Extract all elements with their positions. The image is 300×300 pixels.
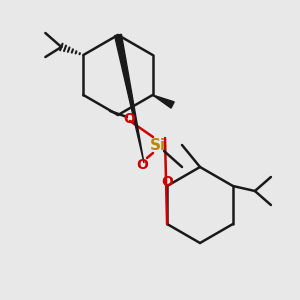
Text: O: O: [123, 112, 135, 126]
Text: Si: Si: [150, 137, 166, 152]
Text: O: O: [162, 176, 173, 190]
Polygon shape: [115, 34, 144, 163]
Text: O: O: [136, 158, 148, 172]
Polygon shape: [153, 95, 174, 108]
